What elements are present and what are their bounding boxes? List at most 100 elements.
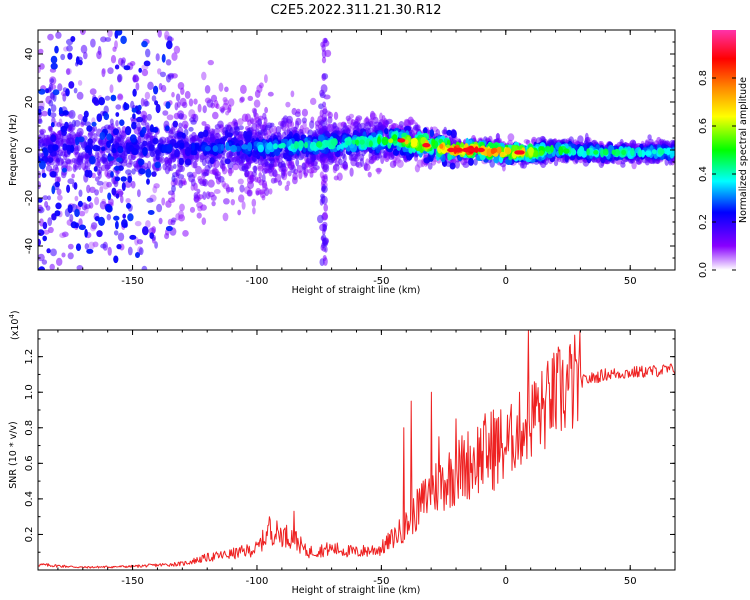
spectrogram-cell	[611, 149, 616, 155]
spectrogram-cell	[41, 259, 48, 265]
spectrogram-cell	[104, 124, 111, 130]
colorbar-tick-label: 0.2	[698, 214, 709, 230]
spectrogram-cell	[577, 135, 584, 144]
spectrogram-cell	[250, 117, 254, 124]
spectrogram-cell	[127, 246, 133, 256]
spectrogram-cell	[101, 68, 106, 78]
spectrogram-cell	[238, 139, 244, 146]
spectrogram-cell	[77, 136, 85, 143]
spectrogram-cell	[78, 224, 86, 231]
spectrogram-cell	[151, 171, 157, 177]
spectrogram-cell	[257, 158, 262, 166]
snr-scale-exponent: 4	[8, 314, 16, 319]
spectrogram-cell	[220, 107, 225, 114]
spectrogram-cell	[190, 119, 197, 125]
spectrogram-cell	[214, 124, 222, 130]
spectrogram-cell	[261, 167, 268, 175]
spectrogram-cell	[602, 148, 609, 156]
spectrogram-cell	[151, 226, 156, 234]
spectrogram-cell	[290, 143, 295, 150]
spectrogram-cell	[320, 84, 328, 94]
spectrogram-cell	[60, 53, 66, 61]
spectrogram-cell	[94, 189, 99, 196]
y-tick-label: 40	[24, 48, 35, 61]
spectrogram-cell	[55, 153, 61, 163]
spectrogram-cell	[134, 220, 142, 227]
spectrogram-cell	[51, 185, 56, 195]
spectrogram-cell	[563, 148, 570, 154]
spectrogram-cell	[131, 107, 137, 113]
colorbar-tick-label: 0.0	[698, 262, 709, 278]
spectrogram-cell	[120, 35, 127, 45]
spectrogram-cell	[77, 152, 85, 161]
spectrogram-cell	[181, 132, 186, 139]
spectrogram-cell	[103, 112, 110, 121]
spectrogram-cell	[584, 132, 589, 142]
x-tick-label: 50	[624, 576, 637, 587]
spectrogram-cell	[237, 209, 242, 216]
spectrogram-cell	[571, 148, 576, 156]
spectrogram-cell	[199, 180, 207, 187]
spectrogram-cell	[171, 91, 175, 98]
spectrogram-cell	[254, 89, 261, 98]
spectrogram-cell	[107, 246, 112, 256]
spectrogram-x-label: Height of straight line (km)	[292, 285, 421, 296]
spectrogram-cell	[164, 233, 170, 240]
spectrogram-cell	[38, 197, 43, 203]
spectrogram-cell	[141, 69, 149, 77]
spectrogram-cell	[142, 140, 148, 147]
spectrogram-cell	[43, 229, 50, 235]
spectrogram-cell	[38, 180, 42, 190]
spectrogram-cell	[513, 145, 518, 152]
spectrogram-cell	[74, 208, 80, 218]
spectrogram-cell	[368, 140, 373, 147]
spectrogram-x-axis: -150 -100 -50 0 50	[57, 30, 656, 287]
spectrogram-cell	[142, 226, 149, 236]
spectrogram-cell	[384, 128, 389, 135]
spectrogram-cell	[165, 225, 173, 232]
spectrogram-cell	[317, 214, 324, 224]
spectrogram-cell	[48, 226, 54, 234]
spectrogram-cell	[257, 130, 263, 136]
spectrogram-cell	[262, 112, 267, 120]
spectrogram-cell	[158, 156, 165, 164]
spectrogram-cell	[131, 121, 137, 130]
spectrogram-cell	[384, 120, 390, 126]
spectrogram-cell	[197, 194, 204, 200]
spectrogram-cell	[212, 111, 219, 120]
spectrogram-cell	[116, 133, 122, 142]
spectrogram-cell	[586, 148, 590, 156]
spectrogram-cell	[117, 94, 124, 101]
spectrogram-cell	[322, 108, 328, 115]
spectrogram-cell	[61, 252, 66, 258]
spectrogram-cell	[52, 89, 60, 96]
spectrogram-cell	[237, 178, 244, 185]
spectrogram-cell	[47, 125, 53, 131]
spectrogram-cell	[202, 105, 207, 114]
spectrogram-cell	[42, 195, 49, 201]
spectrogram-cell	[65, 68, 71, 75]
spectrogram-peak	[422, 143, 431, 148]
spectrogram-cell	[59, 151, 66, 157]
spectrogram-cell	[368, 158, 375, 165]
spectrogram-cell	[207, 59, 214, 66]
spectrogram-cell	[61, 171, 67, 179]
spectrogram-cell	[107, 156, 115, 162]
spectrogram-cell	[99, 186, 104, 194]
spectrogram-cell	[68, 109, 76, 119]
spectrogram-cell	[165, 74, 172, 83]
spectrogram-cell	[48, 99, 54, 107]
spectrogram-cell	[168, 197, 176, 204]
spectrogram-cell	[218, 82, 224, 92]
spectrogram-cell	[321, 124, 327, 132]
spectrogram-cell	[375, 167, 383, 173]
spectrogram-cell	[153, 183, 160, 189]
y-tick-label: 1.2	[24, 349, 35, 365]
spectrogram-cell	[263, 128, 267, 136]
spectrogram-cell	[277, 180, 283, 186]
spectrogram-cell	[89, 155, 96, 165]
spectrogram-cell	[179, 165, 185, 172]
spectrogram-cell	[146, 197, 154, 203]
x-tick-label: 0	[503, 576, 509, 587]
spectrogram-cell	[544, 146, 551, 153]
